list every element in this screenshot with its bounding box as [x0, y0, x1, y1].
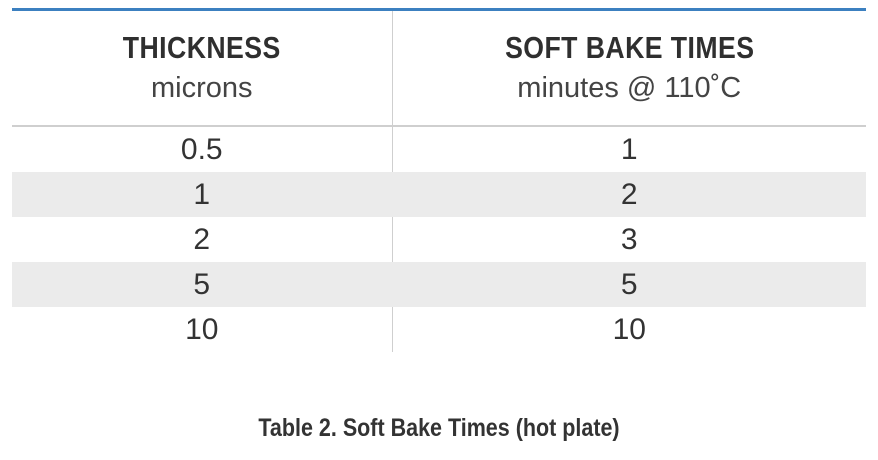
thickness-cell: 2 — [12, 217, 393, 262]
soft-bake-table: THICKNESS microns SOFT BAKE TIMES minute… — [12, 11, 866, 352]
bake-time-cell: 10 — [612, 312, 646, 346]
table-row: 2 3 — [12, 217, 866, 262]
thickness-cell: 5 — [12, 262, 393, 307]
table-caption: Table 2. Soft Bake Times (hot plate) — [0, 414, 878, 443]
table-row: 5 5 — [12, 262, 866, 307]
bake-time-cell: 3 — [620, 222, 638, 256]
bake-time-cell: 1 — [620, 132, 638, 166]
table-row: 0.5 1 — [12, 126, 866, 172]
header-row: THICKNESS microns SOFT BAKE TIMES minute… — [12, 11, 866, 127]
table-caption-text: Table 2. Soft Bake Times (hot plate) — [258, 414, 620, 442]
column-header-thickness: THICKNESS microns — [12, 11, 393, 127]
column-title-thickness: THICKNESS — [122, 30, 281, 65]
column-unit-bake-time: minutes @ 110˚C — [517, 72, 742, 104]
bake-time-cell: 5 — [392, 262, 866, 307]
thickness-cell: 1 — [12, 172, 393, 217]
table-header: THICKNESS microns SOFT BAKE TIMES minute… — [12, 11, 866, 127]
thickness-cell: 0.5 — [12, 126, 393, 172]
thickness-cell: 10 — [12, 307, 393, 352]
table-row: 1 2 — [12, 172, 866, 217]
table-row: 10 10 — [12, 307, 866, 352]
column-header-bake-time: SOFT BAKE TIMES minutes @ 110˚C — [392, 11, 866, 127]
table-body: 0.5 1 1 2 2 3 5 5 10 10 — [12, 126, 866, 352]
bake-time-cell: 2 — [392, 172, 866, 217]
soft-bake-table-container: THICKNESS microns SOFT BAKE TIMES minute… — [12, 8, 866, 352]
column-title-bake-time: SOFT BAKE TIMES — [504, 30, 754, 65]
column-unit-thickness: microns — [150, 72, 253, 104]
